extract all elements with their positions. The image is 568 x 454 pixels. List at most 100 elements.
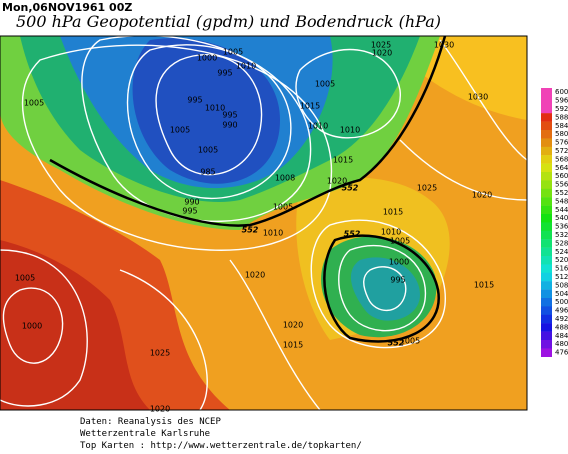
colorbar-label: 568 <box>555 155 568 163</box>
colorbar-swatch <box>541 323 552 332</box>
colorbar-swatch <box>541 113 552 122</box>
isobar-label: 1025 <box>417 184 437 193</box>
colorbar-label: 536 <box>555 223 568 231</box>
geopotential-label: 552 <box>388 339 405 348</box>
colorbar-label: 500 <box>555 298 568 306</box>
colorbar-swatch <box>541 96 552 105</box>
isobar-label: 1015 <box>383 208 403 217</box>
isobar-labels: 1005100099510109951010100510059959909909… <box>15 41 494 414</box>
colorbar-swatch <box>541 88 552 97</box>
colorbar-label: 520 <box>555 256 568 264</box>
colorbar-label: 588 <box>555 113 568 121</box>
colorbar-label: 584 <box>555 122 568 130</box>
colorbar-swatch <box>541 180 552 189</box>
colorbar-swatch <box>541 205 552 215</box>
isobar-label: 1030 <box>468 93 488 102</box>
colorbar-swatch <box>541 172 552 181</box>
colorbar-label: 508 <box>555 281 568 289</box>
colorbar-label: 476 <box>555 349 568 357</box>
colorbar-label: 492 <box>555 315 568 323</box>
isobar-label: 1020 <box>283 321 303 330</box>
isobar-label: 1010 <box>236 62 256 71</box>
isobar-label: 1010 <box>205 104 225 113</box>
colorbar-label: 572 <box>555 147 568 155</box>
isobar-label: 1020 <box>472 191 492 200</box>
colorbar-label: 544 <box>555 206 568 214</box>
isobar-label: 1005 <box>15 274 35 283</box>
colorbar-label: 488 <box>555 323 568 331</box>
colorbar-label: 552 <box>555 189 568 197</box>
colorbar-label: 596 <box>555 97 568 105</box>
isobar-label: 1010 <box>308 122 328 131</box>
colorbar-swatch <box>541 272 552 282</box>
colorbar-swatch <box>541 130 552 139</box>
isobar-label: 1005 <box>198 146 218 155</box>
colorbar-swatch <box>541 281 552 290</box>
colorbar-swatch <box>541 306 552 315</box>
colorbar-label: 560 <box>555 172 568 180</box>
isobar-label: 1005 <box>315 80 335 89</box>
map <box>0 36 527 410</box>
isobar-label: 1015 <box>300 102 320 111</box>
colorbar-swatch <box>541 298 552 307</box>
isobar-label: 1008 <box>275 174 295 183</box>
footer-line: Daten: Reanalysis des NCEP <box>80 417 221 427</box>
isobar-label: 1010 <box>340 126 360 135</box>
isobar-label: 1005 <box>223 48 243 57</box>
geopotential-label: 552 <box>242 226 259 235</box>
colorbar-label: 496 <box>555 307 568 315</box>
colorbar-label: 484 <box>555 332 568 340</box>
isobar-label: 1000 <box>22 322 42 331</box>
colorbar-swatch <box>541 104 552 114</box>
isobar-label: 1025 <box>150 349 170 358</box>
colorbar-swatch <box>541 121 552 131</box>
isobar-label: 1025 <box>371 41 391 50</box>
isobar-label: 1005 <box>400 337 420 346</box>
colorbar-swatch <box>541 256 552 265</box>
colorbar-swatch <box>541 239 552 248</box>
footer-line: Top Karten : http://www.wetterzentrale.d… <box>80 441 362 451</box>
colorbar-label: 524 <box>555 248 568 256</box>
isobar-label: 995 <box>217 69 232 78</box>
geopotential-label: 552 <box>344 230 361 239</box>
isobar-label: 1005 <box>170 126 190 135</box>
isobar-label: 1005 <box>273 203 293 212</box>
colorbar-label: 528 <box>555 239 568 247</box>
title: 500 hPa Geopotential (gpdm) und Bodendru… <box>16 12 441 31</box>
isobar-label: 1005 <box>390 237 410 246</box>
colorbar-swatch <box>541 155 552 164</box>
colorbar-swatch <box>541 348 552 357</box>
colorbar-label: 600 <box>555 88 568 96</box>
colorbar-label: 512 <box>555 273 568 281</box>
colorbar-label: 504 <box>555 290 568 298</box>
colorbar-swatch <box>541 163 552 173</box>
map-frame <box>0 35 528 411</box>
colorbar-swatch <box>541 331 552 341</box>
isobar-label: 1010 <box>381 228 401 237</box>
isobar-label: 1015 <box>333 156 353 165</box>
colorbar-label: 516 <box>555 265 568 273</box>
isobar-label: 995 <box>390 276 405 285</box>
isobar-label: 1020 <box>150 405 170 414</box>
isobar-label: 995 <box>222 111 237 120</box>
colorbar-swatch <box>541 289 552 299</box>
colorbar-label: 592 <box>555 105 568 113</box>
isobar-label: 990 <box>222 121 237 130</box>
colorbar-label: 480 <box>555 340 568 348</box>
isobar-label: 985 <box>200 168 215 177</box>
colorbar-swatch <box>541 146 552 156</box>
isobar-label: 1015 <box>283 341 303 350</box>
isobar-label: 995 <box>182 207 197 216</box>
colorbar-swatch <box>541 222 552 231</box>
colorbar-swatch <box>541 197 552 206</box>
colorbar-swatch <box>541 214 552 223</box>
colorbar-label: 576 <box>555 139 568 147</box>
colorbar-label: 540 <box>555 214 568 222</box>
colorbar-label: 580 <box>555 130 568 138</box>
footer-line: Wetterzentrale Karlsruhe <box>80 429 210 439</box>
isobar-label: 1010 <box>263 229 283 238</box>
colorbar-swatch <box>541 188 552 198</box>
colorbar-label: 548 <box>555 197 568 205</box>
isobar-label: 1030 <box>434 41 454 50</box>
